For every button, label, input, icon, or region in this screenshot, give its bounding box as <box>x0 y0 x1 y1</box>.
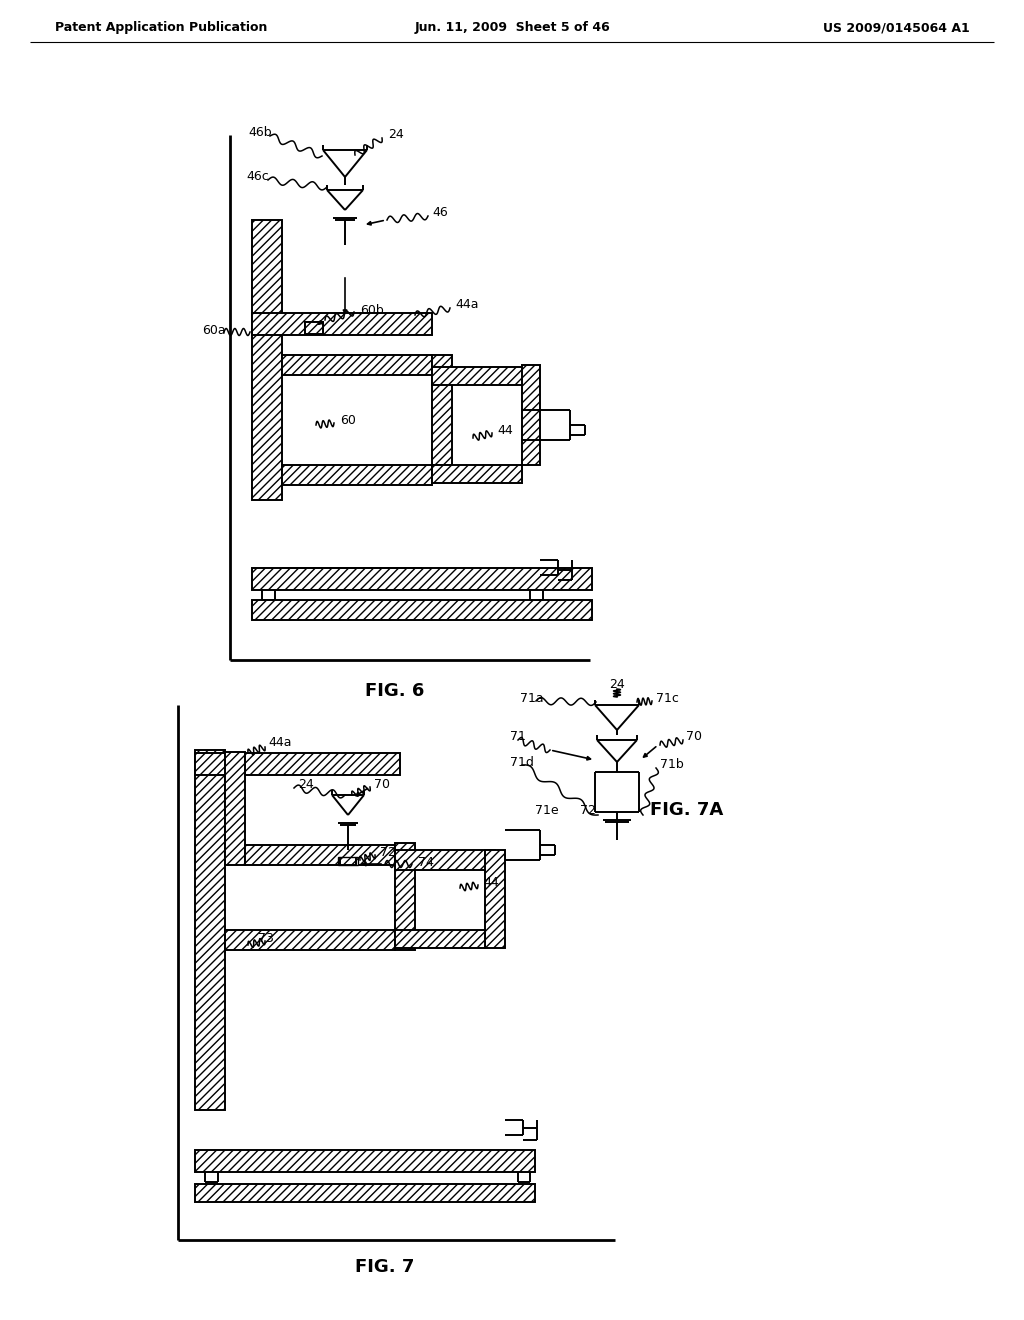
Text: 70: 70 <box>686 730 702 743</box>
Text: 71d: 71d <box>510 755 534 768</box>
Bar <box>195 1184 535 1203</box>
Bar <box>432 367 532 385</box>
Text: 72: 72 <box>380 846 396 858</box>
Text: FIG. 6: FIG. 6 <box>366 682 425 700</box>
Text: 46c: 46c <box>246 170 268 183</box>
Text: 24: 24 <box>609 678 625 692</box>
Bar <box>282 355 432 375</box>
Bar <box>252 601 592 620</box>
Text: 46b: 46b <box>248 125 271 139</box>
Bar <box>338 857 358 865</box>
Text: 44a: 44a <box>268 737 292 750</box>
Bar <box>195 1150 535 1172</box>
Bar <box>395 850 495 870</box>
Text: 71a: 71a <box>520 692 544 705</box>
Text: Patent Application Publication: Patent Application Publication <box>55 21 267 34</box>
Text: 44: 44 <box>483 875 499 888</box>
Text: 60: 60 <box>340 413 356 426</box>
Bar <box>225 752 245 865</box>
Text: 73: 73 <box>258 932 273 945</box>
Text: FIG. 7: FIG. 7 <box>355 1258 415 1276</box>
Bar <box>305 322 323 334</box>
Text: 46: 46 <box>432 206 447 219</box>
Text: US 2009/0145064 A1: US 2009/0145064 A1 <box>823 21 970 34</box>
Text: 71b: 71b <box>660 759 684 771</box>
Text: 60a: 60a <box>203 323 226 337</box>
Text: 24: 24 <box>388 128 403 141</box>
Text: 72: 72 <box>580 804 596 817</box>
Bar <box>395 843 415 950</box>
Text: 60b: 60b <box>360 304 384 317</box>
Bar <box>282 465 432 484</box>
Bar <box>225 931 395 950</box>
Bar <box>252 568 592 590</box>
Bar <box>252 220 282 500</box>
Text: 44: 44 <box>497 424 513 437</box>
Text: 74: 74 <box>418 855 434 869</box>
Bar <box>245 845 406 865</box>
Text: 71e: 71e <box>535 804 559 817</box>
Text: FIG. 7A: FIG. 7A <box>650 801 723 818</box>
Text: 70: 70 <box>374 779 390 792</box>
Bar <box>252 313 432 335</box>
Bar <box>195 750 225 1110</box>
Bar <box>522 366 540 465</box>
Bar <box>195 752 400 775</box>
Bar <box>432 465 522 483</box>
Bar <box>395 931 485 948</box>
Bar <box>432 355 452 465</box>
Text: 71c: 71c <box>656 692 679 705</box>
Text: 44a: 44a <box>455 298 478 312</box>
Text: 71: 71 <box>510 730 526 743</box>
Bar <box>485 850 505 948</box>
Text: Jun. 11, 2009  Sheet 5 of 46: Jun. 11, 2009 Sheet 5 of 46 <box>414 21 610 34</box>
Bar <box>305 322 323 334</box>
Text: 24: 24 <box>298 779 313 792</box>
